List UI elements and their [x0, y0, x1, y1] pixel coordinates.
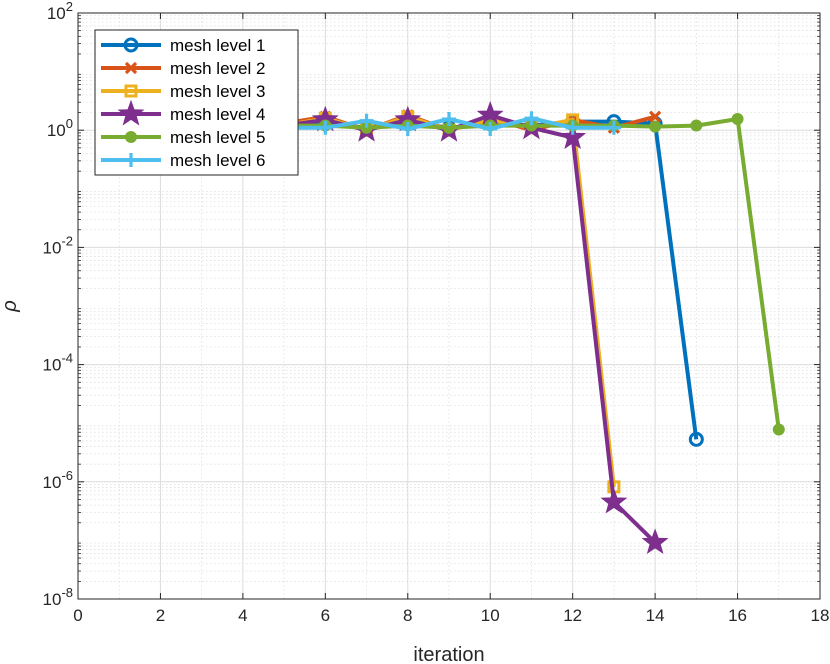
y-tick-label: 10-8	[43, 585, 73, 609]
legend-item: mesh level 6	[101, 151, 265, 170]
data-point	[559, 123, 587, 149]
legend-box	[94, 29, 299, 176]
y-tick-label: 100	[47, 116, 73, 140]
data-point	[731, 113, 744, 126]
x-tick-label: 8	[403, 606, 412, 625]
x-tick-label: 18	[811, 606, 830, 625]
legend-marker	[124, 61, 138, 75]
legend-label: mesh level 3	[170, 82, 265, 101]
legend-label: mesh level 2	[170, 59, 265, 78]
data-point	[359, 113, 374, 128]
x-axis-label: iteration	[413, 644, 484, 664]
legend-marker	[124, 153, 138, 167]
legend-label: mesh level 6	[170, 151, 265, 170]
data-point	[641, 528, 669, 554]
y-tick-label: 10-6	[43, 468, 73, 492]
series-layer	[270, 101, 785, 554]
x-tick-label: 2	[156, 606, 165, 625]
data-point	[318, 120, 333, 135]
legend-marker	[117, 99, 145, 126]
data-point	[606, 120, 621, 135]
plot-frame	[77, 12, 821, 600]
data-point	[688, 431, 704, 447]
data-point	[442, 112, 456, 127]
minor-grid	[78, 13, 820, 599]
legend-marker	[125, 131, 137, 143]
legend-marker	[123, 37, 139, 53]
x-tick-label: 4	[238, 606, 247, 625]
x-tick-label: 10	[481, 606, 500, 625]
data-point	[772, 423, 785, 436]
data-point	[483, 121, 498, 136]
y-tick-label: 102	[47, 0, 73, 23]
legend-label: mesh level 4	[170, 105, 265, 124]
axis-ticks: 0 2 4 6 8 10 12 14 16 18 10-8 10-6 10-4 10-2 100 102	[43, 0, 830, 625]
y-tick-label: 10-2	[43, 233, 73, 257]
data-point	[648, 110, 662, 123]
x-tick-label: 16	[728, 606, 747, 625]
data-point	[690, 119, 703, 132]
x-tick-label: 14	[646, 606, 665, 625]
legend-label: mesh level 1	[170, 36, 265, 55]
x-tick-label: 12	[563, 606, 582, 625]
x-tick-label: 6	[321, 606, 330, 625]
legend-item: mesh level 1	[101, 36, 265, 55]
legend-label: mesh level 5	[170, 128, 265, 147]
data-point	[565, 120, 580, 135]
x-tick-label: 0	[73, 606, 82, 625]
data-point	[400, 121, 415, 136]
y-tick-label: 10-4	[43, 351, 73, 375]
data-point	[600, 487, 628, 514]
y-axis-label: ρ	[0, 300, 21, 312]
data-point	[649, 120, 662, 133]
legend-marker	[124, 84, 138, 98]
legend-item: mesh level 3	[101, 82, 265, 101]
legend-item: mesh level 4	[101, 99, 265, 126]
legend-item: mesh level 2	[101, 59, 265, 78]
legend: mesh level 1 mesh level 2 mesh level 3 mesh…	[94, 29, 299, 176]
data-point	[524, 111, 539, 126]
legend-item: mesh level 5	[101, 128, 265, 147]
